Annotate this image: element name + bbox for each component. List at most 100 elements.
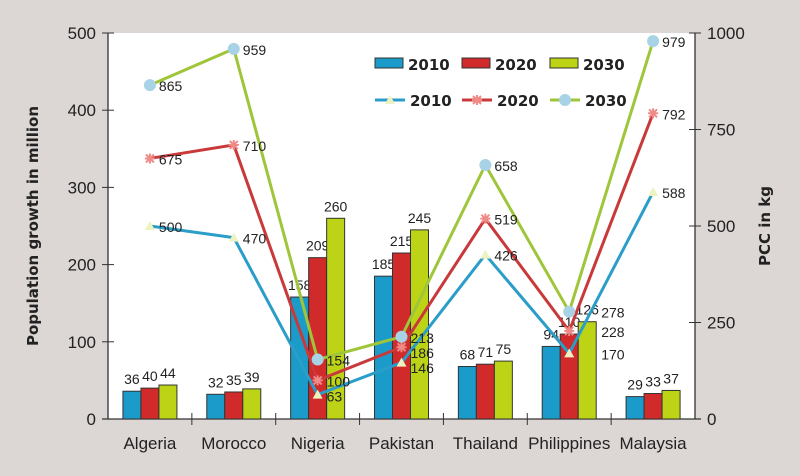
bar-2020 [643,393,663,420]
y2-tick-label: 0 [707,410,716,429]
bar-label: 39 [244,369,260,385]
bar-2020 [140,387,160,420]
legend-label: 2010 [408,56,450,74]
line-label: 588 [662,185,686,201]
y-tick-label: 200 [68,256,96,275]
bar-label: 35 [226,372,242,388]
line-label: 154 [327,353,351,369]
y-tick-label: 0 [87,410,96,429]
line-label: 675 [159,151,183,167]
bar-2010 [457,366,477,420]
legend-swatch-bar-2020 [461,57,491,69]
bar-2010 [374,275,393,420]
line-label: 146 [411,360,435,376]
x-tick-label: Algeria [123,434,176,453]
y2-tick-label: 750 [707,121,735,140]
line-label: 426 [494,248,518,264]
marker-2020 [480,213,491,224]
bar-2030 [158,384,178,420]
x-tick-label: Pakistan [369,434,434,453]
line-label: 278 [601,305,625,321]
marker-2020 [144,153,155,164]
marker-2030 [479,159,492,172]
y2-tick-label: 250 [707,314,735,333]
bar-label: 71 [478,344,494,360]
bar-label: 260 [324,198,348,214]
marker-2030 [143,79,156,92]
bar-label: 185 [372,256,396,272]
bar-label: 40 [142,368,158,384]
bar-label: 36 [124,371,140,387]
bar-2020 [475,363,495,420]
bar-label: 245 [408,210,432,226]
bar-label: 32 [208,374,224,390]
y-axis-label: Population growth in million [24,106,42,346]
x-tick-label: Philippines [528,434,610,453]
bar-label: 37 [663,370,679,386]
x-tick-label: Thailand [453,434,518,453]
line-label: 519 [494,212,518,228]
marker-2030 [647,35,660,48]
line-label: 959 [243,42,267,58]
y2-tick-label: 500 [707,217,735,236]
legend-label: 2010 [410,92,452,110]
legend-marker-2010 [385,95,395,104]
marker-2030 [227,42,240,55]
bar-2010 [122,390,142,420]
bar-label: 44 [160,365,176,381]
y-tick-label: 100 [68,333,96,352]
line-label: 710 [243,138,267,154]
marker-2020 [564,325,575,336]
line-label: 500 [159,219,183,235]
legend-marker-2020 [472,95,482,105]
marker-2030 [311,353,324,366]
marker-2010 [648,187,659,197]
marker-2030 [395,330,408,343]
legend-swatch-bar-2010 [374,57,404,69]
bar-2010 [541,345,561,420]
line-label: 792 [662,106,686,122]
legend-label: 2020 [495,56,537,74]
y2-tick-label: 1000 [707,24,745,43]
y-tick-label: 500 [68,24,96,43]
line-label: 170 [601,346,625,362]
bar-label: 68 [460,347,476,363]
bar-2030 [242,388,262,420]
marker-2010 [480,249,491,259]
bar-2030 [326,217,346,420]
bar-label: 209 [306,238,330,254]
marker-2030 [563,305,576,318]
marker-2020 [312,375,323,386]
marker-2010 [228,232,239,242]
marker-2010 [144,221,155,230]
marker-2010 [564,348,575,358]
bar-label: 33 [645,374,661,390]
marker-2010 [312,389,323,399]
bar-label: 75 [496,341,512,357]
y2-axis-label: PCC in kg [756,186,774,266]
bar-label: 29 [627,377,643,393]
x-tick-label: Morocco [201,434,266,453]
y-tick-label: 300 [68,178,96,197]
legend-swatch-bar-2030 [549,57,579,69]
legend-marker-2030 [559,94,571,106]
marker-2020 [648,108,659,119]
line-label: 186 [411,345,435,361]
bar-2030 [577,321,597,420]
x-tick-label: Nigeria [291,434,345,453]
line-label: 63 [327,388,343,404]
bar-2010 [206,393,226,420]
line-label: 658 [494,158,518,174]
bar-label: 215 [390,233,414,249]
bar-2030 [661,389,681,420]
line-label: 228 [601,324,625,340]
marker-2020 [228,139,239,150]
line-label: 865 [159,78,183,94]
bar-label: 158 [288,277,312,293]
bar-2010 [625,396,645,420]
y-tick-label: 400 [68,101,96,120]
marker-2010 [396,357,407,367]
bar-2030 [493,360,513,420]
legend-label: 2030 [585,92,627,110]
